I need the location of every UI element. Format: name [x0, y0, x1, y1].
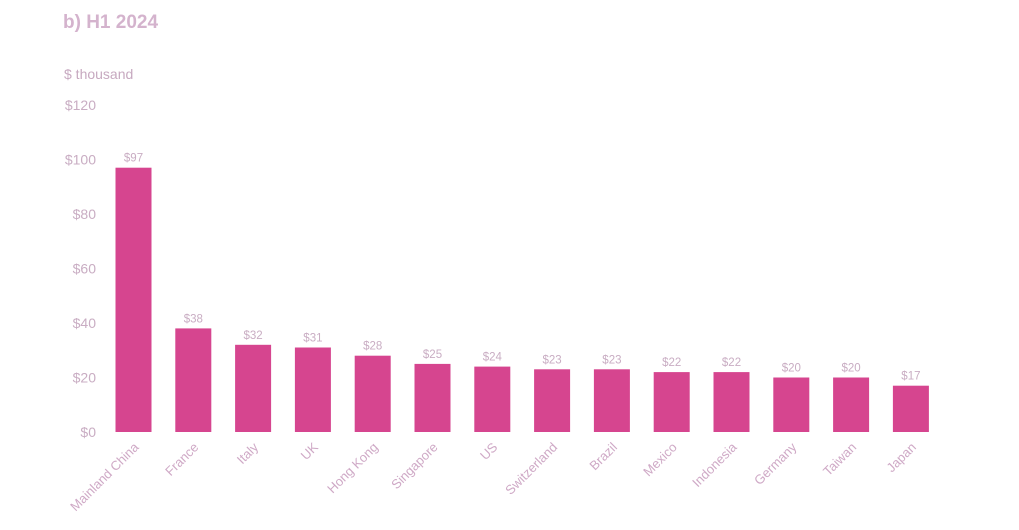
y-axis-unit-label: $ thousand [64, 66, 134, 82]
bar-value-label: $17 [901, 371, 920, 383]
bar-value-label: $25 [423, 349, 442, 361]
bar-value-label: $23 [602, 354, 621, 366]
bars [115, 167, 929, 432]
y-tick-label: $100 [65, 152, 96, 168]
bar-value-label: $20 [782, 363, 801, 375]
x-category-label: Brazil [586, 439, 620, 473]
y-tick-label: $80 [73, 206, 97, 222]
bar-value-label: $20 [842, 363, 861, 375]
bar [833, 377, 870, 432]
bar-value-label: $32 [244, 330, 263, 342]
bar [653, 372, 690, 432]
y-tick-label: $0 [80, 424, 96, 440]
bar [414, 363, 451, 432]
bar [235, 344, 272, 432]
bar [713, 372, 750, 432]
bar [474, 366, 511, 432]
bar-value-label: $22 [662, 357, 681, 369]
bar [773, 377, 810, 432]
x-category-label: Indonesia [689, 439, 740, 490]
category-labels: Mainland China France Italy UK Hong Kong Sing… [67, 439, 919, 514]
bar-value-label: $23 [543, 354, 562, 366]
y-tick-label: $120 [65, 97, 96, 113]
chart-title: b) H1 2024 [63, 12, 159, 33]
x-category-label: Singapore [388, 440, 441, 493]
x-category-label: France [162, 440, 201, 479]
bar-value-label: $31 [303, 333, 322, 345]
bar [115, 167, 152, 432]
bar-value-label: $38 [184, 313, 203, 325]
x-category-label: Germany [751, 439, 800, 488]
bar [175, 328, 212, 432]
bar-value-label: $97 [124, 153, 143, 165]
x-category-label: Mexico [640, 440, 680, 480]
x-category-label: Italy [234, 439, 262, 467]
x-category-label: Taiwan [820, 440, 859, 479]
x-category-label: UK [298, 439, 322, 463]
bar-value-label: $24 [483, 352, 503, 364]
bar [354, 355, 391, 432]
bar [534, 369, 571, 432]
y-tick-label: $40 [73, 315, 97, 331]
bar [294, 347, 331, 432]
y-tick-label: $60 [73, 261, 97, 277]
x-category-label: US [477, 439, 501, 463]
bar [593, 369, 630, 432]
x-category-label: Switzerland [502, 440, 560, 498]
x-category-label: Mainland China [67, 439, 142, 514]
bar-value-label: $22 [722, 357, 741, 369]
bar-value-label: $28 [363, 341, 382, 353]
value-labels: $97 $38 $32 $31 $28 $25 $24 $23 $23 $22 $22 $20 $20 $… [124, 153, 921, 383]
y-tick-label: $20 [73, 370, 97, 386]
x-category-label: Hong Kong [324, 440, 381, 497]
x-category-label: Japan [883, 440, 919, 476]
y-axis-ticks: $0 $20 $40 $60 $80 $100 $120 [65, 97, 96, 440]
bar [892, 385, 929, 432]
